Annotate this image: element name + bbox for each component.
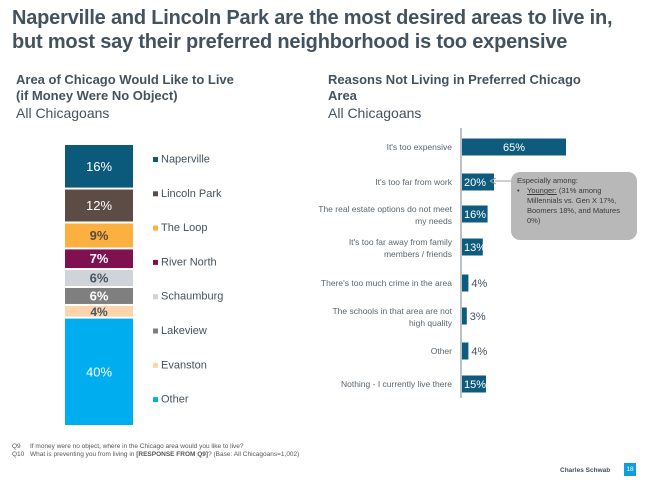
category-label: The schools in that area are not — [332, 306, 452, 316]
segment-label: 6% — [90, 271, 109, 286]
segment-label: 16% — [86, 159, 112, 174]
left-chart-title-line-1: Area of Chicago Would Like to Live — [16, 72, 234, 87]
legend-swatch-icon — [153, 397, 158, 403]
right-chart-title-line-1: Reasons Not Living in Preferred Chicago — [328, 72, 581, 87]
category-label: It's too far from work — [375, 177, 452, 187]
callout-bullet-item: • Younger: (31% among Millennials vs. Ge… — [517, 186, 631, 226]
legend-label: Schaumburg — [161, 291, 223, 303]
callout-detail: (31% among Millennials vs. Gen X 17%, Bo… — [527, 186, 620, 225]
legend-label: Other — [161, 394, 189, 406]
category-label: my needs — [415, 216, 452, 226]
stack-segment-schaumburg — [65, 270, 133, 286]
legend-label: Evanston — [161, 359, 207, 371]
legend-label: Lakeview — [161, 325, 207, 337]
legend-swatch-icon — [153, 225, 158, 231]
title-line-1: Naperville and Lincoln Park are the most… — [12, 7, 613, 29]
category-label: high quality — [409, 318, 453, 328]
bar — [462, 173, 494, 191]
bar — [462, 238, 483, 256]
legend-label: River North — [161, 256, 217, 268]
title-line-2: but most say their preferred neighborhoo… — [12, 31, 568, 53]
bar-data-label: 16% — [464, 209, 486, 221]
bar — [462, 307, 467, 325]
segment-label: 6% — [90, 288, 109, 303]
q10-bold: [RESPONSE FROM Q9] — [136, 451, 209, 458]
category-label: Nothing - I currently live there — [341, 379, 452, 389]
category-label: There's too much crime in the area — [321, 278, 452, 288]
left-chart-title: Area of Chicago Would Like to Live (if M… — [16, 72, 234, 104]
bar-data-label: 4% — [471, 278, 487, 290]
left-chart-title-line-2: (if Money Were No Object) — [16, 88, 178, 103]
category-label: It's too expensive — [387, 142, 453, 152]
bar-data-label: 13% — [464, 242, 486, 254]
legend-label: Lincoln Park — [161, 188, 222, 200]
footnote-q9: Q9 If money were no object, where in the … — [12, 443, 299, 451]
category-label: It's too far away from family — [349, 237, 453, 247]
category-label: Other — [431, 346, 452, 356]
stack-segment-lakeview — [65, 288, 133, 304]
segment-label: 7% — [90, 251, 109, 266]
brand-logo-text: Charles Schwab — [560, 467, 611, 474]
legend-swatch-icon — [153, 259, 158, 265]
right-chart-title-line-2: Area — [328, 88, 357, 103]
legend-label: The Loop — [161, 222, 207, 234]
bar-data-label: 15% — [464, 379, 486, 391]
bar — [462, 342, 469, 360]
legend-swatch-icon — [153, 328, 158, 334]
bar-data-label: 65% — [503, 142, 525, 154]
q9-text: If money were no object, where in the Ch… — [30, 443, 244, 450]
bar — [462, 205, 488, 223]
callout-box: Especially among: • Younger: (31% among … — [511, 172, 637, 240]
arrow-left-icon — [489, 177, 497, 185]
legend-swatch-icon — [153, 157, 158, 162]
segment-label: 12% — [86, 198, 112, 213]
bar — [462, 375, 486, 393]
callout-bullet-text: Younger: (31% among Millennials vs. Gen … — [527, 186, 631, 226]
right-chart-title: Reasons Not Living in Preferred Chicago … — [328, 72, 581, 104]
page-title: Naperville and Lincoln Park are the most… — [12, 6, 642, 54]
page-number: 18 — [624, 463, 636, 476]
stack-segment-the-loop — [65, 223, 133, 248]
bar-data-label: 4% — [471, 346, 487, 358]
q10-text-a: What is preventing you from living in — [30, 451, 137, 458]
segment-label: 4% — [90, 305, 108, 319]
left-chart-subtitle: All Chicagoans — [16, 105, 110, 121]
footnote-q10: Q10 What is preventing you from living in… — [12, 451, 299, 459]
bullet-icon: • — [517, 186, 520, 195]
bar — [462, 274, 469, 292]
category-label: The real estate options do not meet — [318, 204, 452, 214]
callout-heading: Especially among: — [517, 176, 578, 185]
stack-segment-naperville — [65, 145, 133, 188]
right-chart-subtitle: All Chicagoans — [328, 105, 422, 121]
legend-swatch-icon — [153, 294, 158, 300]
bar — [462, 138, 566, 156]
footnotes: Q9 If money were no object, where in the … — [12, 443, 299, 459]
q10-label: Q10 — [12, 451, 25, 458]
legend-swatch-icon — [153, 362, 158, 368]
segment-label: 40% — [86, 364, 112, 379]
stack-segment-other — [65, 318, 133, 425]
category-label: members / friends — [384, 249, 452, 259]
stack-segment-river-north — [65, 249, 133, 269]
segment-label: 9% — [90, 228, 109, 243]
stack-segment-lincoln-park — [65, 189, 133, 222]
bar-data-label: 3% — [470, 311, 486, 323]
q10-text-b: ? (Base: All Chicagoans=1,002) — [208, 451, 300, 458]
bar-data-label: 20% — [464, 177, 486, 189]
q9-label: Q9 — [12, 443, 21, 450]
callout-underlined: Younger: — [527, 186, 557, 195]
legend-label: Naperville — [161, 154, 210, 166]
stack-segment-evanston — [65, 305, 133, 317]
legend-swatch-icon — [153, 191, 158, 197]
